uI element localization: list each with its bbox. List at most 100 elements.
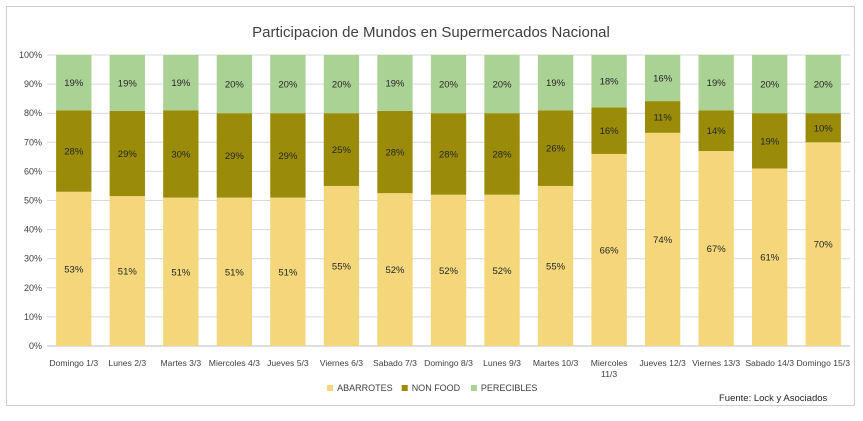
bar-segment bbox=[698, 55, 734, 111]
y-tick-label: 30% bbox=[24, 254, 42, 264]
data-label: 20% bbox=[332, 80, 352, 91]
y-tick-label: 90% bbox=[24, 79, 42, 89]
bar-segment bbox=[752, 113, 788, 169]
bar-segment bbox=[323, 113, 360, 186]
data-label: 52% bbox=[385, 265, 405, 276]
data-label: 25% bbox=[332, 145, 352, 156]
bar-segment bbox=[591, 55, 627, 108]
data-label: 11% bbox=[653, 112, 672, 123]
y-tick-label: 20% bbox=[24, 283, 42, 293]
bar-segment bbox=[591, 107, 627, 154]
data-label: 20% bbox=[493, 80, 513, 91]
data-label: 18% bbox=[600, 77, 620, 88]
data-label: 16% bbox=[653, 74, 673, 85]
bar-segment bbox=[484, 113, 520, 195]
y-tick-label: 60% bbox=[24, 166, 42, 176]
bar-segment bbox=[537, 110, 574, 186]
bar-segment bbox=[163, 110, 199, 198]
bar-segment bbox=[537, 185, 574, 346]
y-tick-label: 70% bbox=[24, 137, 42, 147]
bar-segment bbox=[270, 113, 306, 198]
bar-segment bbox=[270, 197, 306, 346]
bar-segment bbox=[698, 151, 734, 346]
x-tick-label: Viernes 13/3 bbox=[692, 358, 740, 368]
x-tick-label: Domingo 15/3 bbox=[796, 358, 850, 368]
data-label: 51% bbox=[278, 267, 298, 278]
data-label: 16% bbox=[600, 126, 620, 137]
data-label: 20% bbox=[439, 80, 459, 91]
bar-segment bbox=[805, 55, 841, 114]
bar-segment bbox=[163, 55, 199, 111]
x-tick-label: Martes 3/3 bbox=[161, 358, 202, 368]
x-tick-label: Domingo 1/3 bbox=[49, 358, 98, 368]
data-label: 66% bbox=[600, 245, 620, 256]
bar-segment bbox=[698, 110, 734, 152]
x-tick-label: Lunes 2/3 bbox=[108, 358, 146, 368]
data-label: 20% bbox=[278, 80, 298, 91]
data-label: 10% bbox=[814, 123, 834, 134]
y-tick-label: 50% bbox=[24, 196, 42, 206]
data-label: 74% bbox=[653, 235, 673, 246]
x-tick-label: Martes 10/3 bbox=[533, 358, 579, 368]
data-label: 30% bbox=[171, 149, 191, 160]
data-label: 29% bbox=[118, 149, 138, 160]
bar-segment bbox=[377, 110, 413, 194]
data-label: 70% bbox=[814, 240, 834, 251]
data-label: 67% bbox=[707, 244, 727, 255]
x-tick-label: Jueves 5/3 bbox=[267, 358, 309, 368]
y-tick-label: 100% bbox=[19, 50, 42, 60]
bar-segment bbox=[644, 55, 681, 102]
data-label: 19% bbox=[546, 78, 566, 89]
bar-segment bbox=[752, 168, 788, 346]
bar-segment bbox=[216, 55, 253, 114]
bar-segment bbox=[323, 55, 360, 114]
legend-label: ABARROTES bbox=[337, 383, 393, 393]
data-label: 19% bbox=[707, 78, 727, 89]
data-label: 28% bbox=[493, 149, 513, 160]
bar-segment bbox=[484, 55, 520, 114]
data-label: 19% bbox=[385, 78, 405, 89]
legend-swatch bbox=[470, 385, 477, 391]
x-tick-label: Miercoles 4/3 bbox=[209, 358, 260, 368]
legend-swatch bbox=[401, 385, 408, 391]
y-tick-label: 80% bbox=[24, 108, 42, 118]
data-label: 19% bbox=[171, 78, 191, 89]
data-label: 26% bbox=[546, 144, 566, 155]
x-tick-label: Viernes 6/3 bbox=[320, 358, 364, 368]
bar-segment bbox=[323, 185, 360, 346]
data-labels: 53% 28% 19% 51% 29% 19% 51% 30% 19% 51% 29% 20% 51% 2… bbox=[64, 74, 833, 279]
bar-segment bbox=[377, 55, 413, 111]
y-tick-label: 10% bbox=[24, 312, 42, 322]
data-label: 20% bbox=[225, 80, 245, 91]
bar-segment bbox=[109, 110, 145, 197]
y-axis-ticks: 0% 10% 20% 30% 40% 50% 60% 70% 80% 90% 100% bbox=[19, 50, 42, 351]
bar-segment bbox=[216, 113, 253, 198]
data-label: 29% bbox=[278, 151, 298, 162]
x-axis-labels: Domingo 1/3 Lunes 2/3 Martes 3/3 Miercoles … bbox=[49, 358, 850, 379]
data-label: 51% bbox=[225, 267, 245, 278]
data-label: 55% bbox=[332, 261, 352, 272]
data-label: 28% bbox=[385, 148, 405, 159]
bar-segment bbox=[216, 197, 253, 346]
data-label: 14% bbox=[707, 126, 727, 137]
data-label: 52% bbox=[439, 266, 459, 277]
data-label: 19% bbox=[760, 136, 780, 147]
data-label: 19% bbox=[64, 78, 84, 89]
bar-segment bbox=[752, 55, 788, 114]
bar-segment bbox=[56, 191, 92, 346]
bar-segment bbox=[163, 197, 199, 346]
data-label: 28% bbox=[64, 147, 84, 158]
data-label: 51% bbox=[171, 267, 191, 278]
x-tick-label: Jueves 12/3 bbox=[639, 358, 686, 368]
legend: ABARROTES NON FOOD PERECIBLES bbox=[327, 383, 537, 393]
data-label: 19% bbox=[118, 78, 138, 89]
bar-segment bbox=[270, 55, 306, 114]
chart-frame: Participacion de Mundos en Supermercados… bbox=[6, 6, 855, 406]
legend-label: NON FOOD bbox=[412, 383, 461, 393]
bars bbox=[56, 55, 841, 346]
data-label: 29% bbox=[225, 151, 245, 162]
bar-segment bbox=[644, 132, 681, 346]
data-label: 53% bbox=[64, 264, 84, 275]
data-label: 61% bbox=[760, 253, 780, 264]
x-tick-label: Lunes 9/3 bbox=[483, 358, 521, 368]
